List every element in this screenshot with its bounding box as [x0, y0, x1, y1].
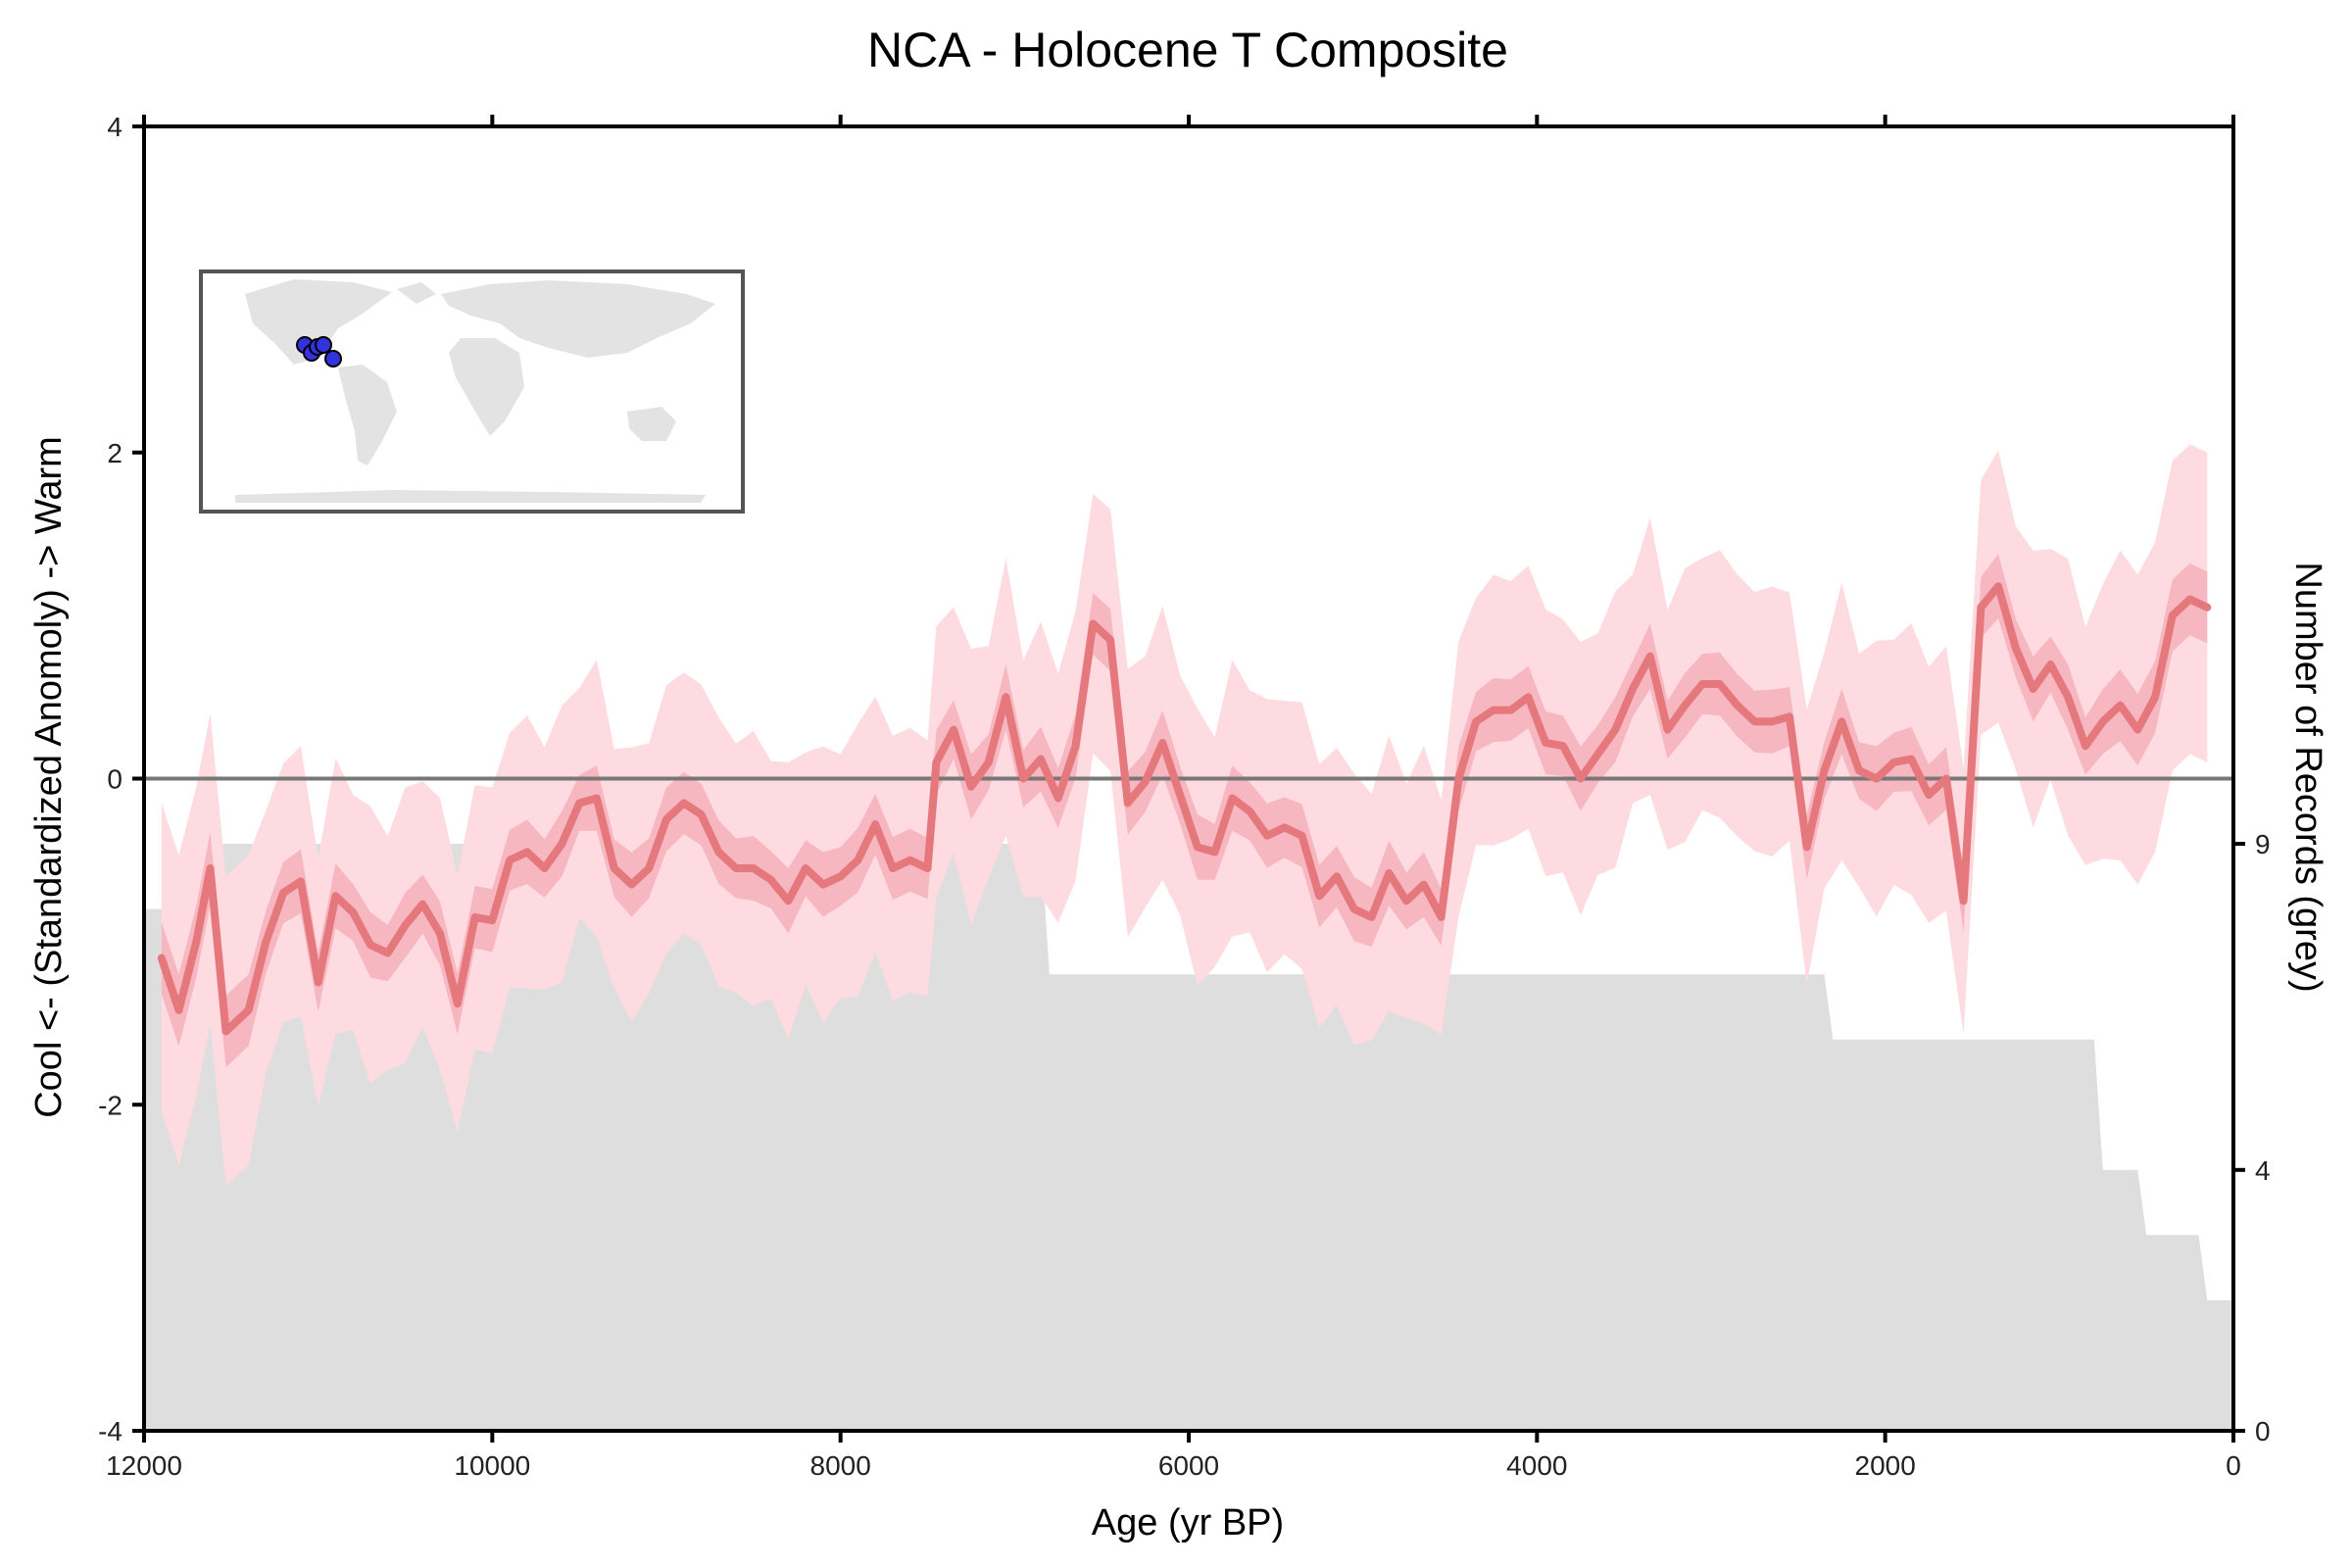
inset-site-marker: [324, 350, 342, 368]
y-tick-label: 4: [107, 112, 122, 142]
y-tick-label: 2: [107, 438, 122, 468]
inset-landmass: [627, 407, 676, 441]
y-tick-label: -4: [98, 1416, 122, 1446]
records-area: [144, 844, 2233, 1431]
y2-tick-label: 9: [2255, 829, 2271, 859]
y2-tick-label: 0: [2255, 1416, 2271, 1446]
plot-area: [144, 444, 2233, 1431]
x-tick-label: 2000: [1855, 1450, 1916, 1481]
location-inset-map: [199, 270, 745, 514]
y2-tick-label: 4: [2255, 1155, 2271, 1186]
inset-landmass: [449, 338, 524, 436]
x-tick-label: 12000: [106, 1450, 182, 1481]
x-tick-label: 4000: [1506, 1450, 1567, 1481]
x-axis-label: Age (yr BP): [1092, 1502, 1284, 1544]
y-tick-label: -2: [98, 1090, 122, 1120]
inset-landmass: [235, 490, 706, 503]
chart-title: NCA - Holocene T Composite: [867, 23, 1508, 77]
x-tick-label: 0: [2226, 1450, 2241, 1481]
y-axis-label: Cool <- (Standardized Anomoly) -> Warm: [28, 436, 70, 1118]
axes: 12000 10000 8000 6000 4000 2000 0 4 2 0 -2 -4 9 4 0: [98, 112, 2270, 1481]
x-tick-label: 8000: [810, 1450, 871, 1481]
inset-site-marker: [315, 336, 332, 354]
median-line: [157, 582, 2212, 1036]
inset-landmass: [441, 280, 715, 358]
x-tick-label: 10000: [454, 1450, 530, 1481]
inset-landmass: [338, 365, 397, 466]
y2-axis-label: Number of Records (grey): [2287, 562, 2328, 992]
inset-landmass: [245, 279, 392, 365]
inset-landmass: [397, 282, 436, 304]
x-tick-label: 6000: [1158, 1450, 1219, 1481]
y-tick-label: 0: [107, 764, 122, 795]
